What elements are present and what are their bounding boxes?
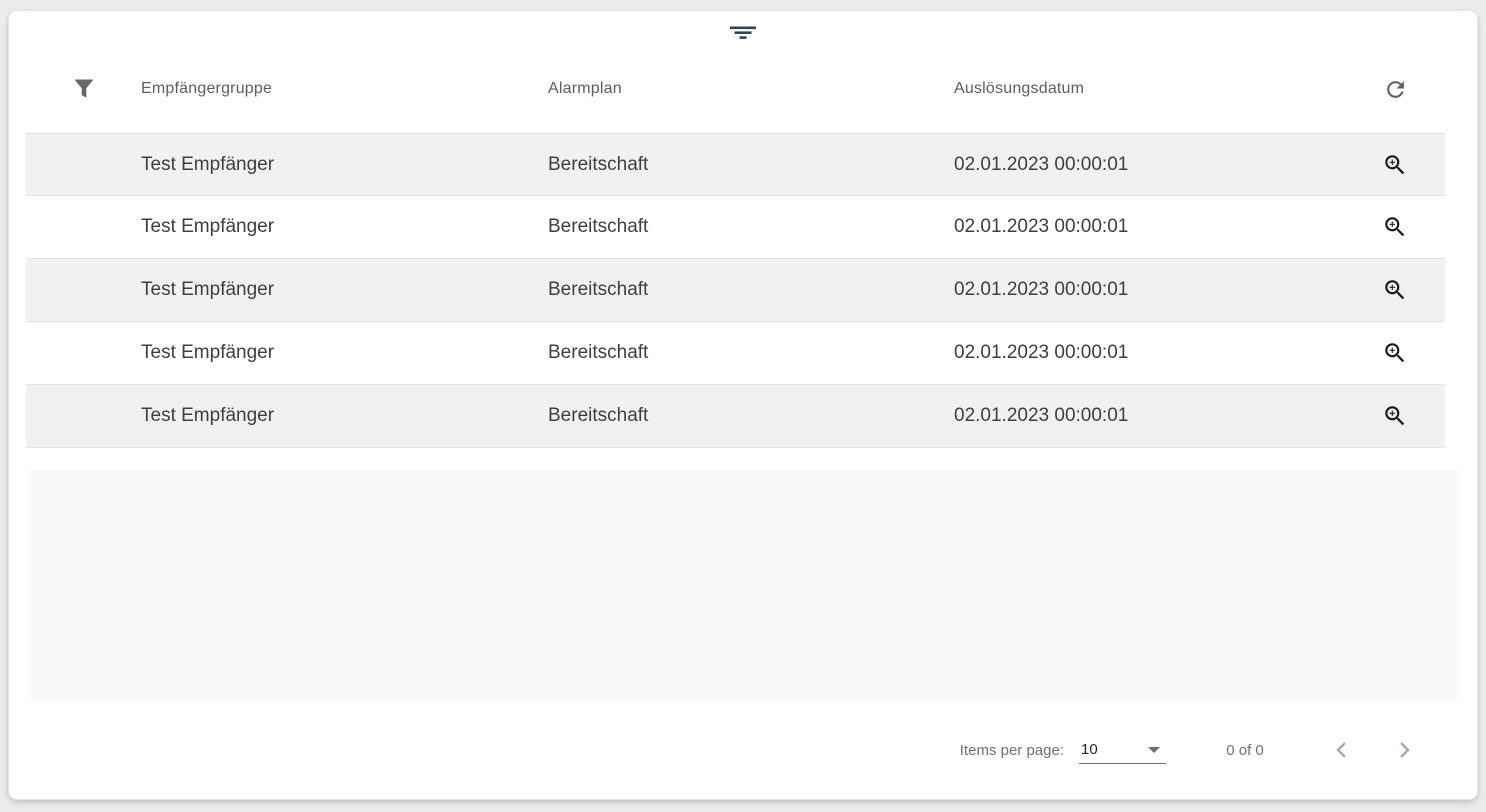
trigger-date-cell: 02.01.2023 00:00:01	[954, 153, 1129, 175]
paginator: Items per page: 10 0 of 0	[9, 701, 1477, 799]
caret-down-icon	[1148, 747, 1160, 753]
top-filter-toggle[interactable]	[9, 21, 1477, 45]
zoom-in-icon	[1385, 217, 1405, 237]
trigger-date-cell: 02.01.2023 00:00:01	[954, 342, 1129, 363]
next-page-button[interactable]	[1384, 730, 1424, 770]
zoom-in-icon	[1385, 154, 1405, 174]
zoom-in-icon	[1385, 343, 1405, 363]
page-size-value: 10	[1081, 741, 1098, 758]
alarm-plan-cell: Bereitschaft	[548, 216, 649, 237]
chevron-left-icon	[1336, 742, 1346, 758]
previous-page-button[interactable]	[1322, 730, 1362, 770]
alarm-history-card: Empfängergruppe Alarmplan Auslösungsdatu…	[8, 10, 1478, 800]
column-header-alarmplan: Alarmplan	[548, 80, 622, 97]
table-body: Test Empfänger Bereitschaft 02.01.2023 0…	[26, 133, 1445, 448]
zoom-in-button[interactable]	[1375, 396, 1415, 436]
range-label: 0 of 0	[1226, 741, 1264, 759]
recipient-group-cell: Test Empfänger	[141, 405, 275, 426]
column-header-ausloesungsdatum: Auslösungsdatum	[954, 80, 1085, 97]
alarm-plan-cell: Bereitschaft	[548, 405, 649, 426]
zoom-in-button[interactable]	[1375, 207, 1415, 247]
items-per-page-label: Items per page:	[959, 741, 1064, 759]
trigger-date-cell: 02.01.2023 00:00:01	[954, 279, 1129, 300]
table-row: Test Empfänger Bereitschaft 02.01.2023 0…	[26, 133, 1445, 196]
alarm-plan-cell: Bereitschaft	[548, 279, 649, 300]
table-row: Test Empfänger Bereitschaft 02.01.2023 0…	[26, 322, 1445, 385]
table-header-row: Empfängergruppe Alarmplan Auslösungsdatu…	[26, 45, 1445, 133]
recipient-group-cell: Test Empfänger	[141, 153, 275, 175]
filter-button[interactable]	[64, 69, 104, 109]
filter-funnel-icon	[74, 79, 93, 98]
trigger-date-cell: 02.01.2023 00:00:01	[954, 216, 1129, 237]
table-row: Test Empfänger Bereitschaft 02.01.2023 0…	[26, 385, 1445, 448]
zoom-in-icon	[1385, 280, 1405, 300]
recipient-group-cell: Test Empfänger	[141, 342, 275, 363]
refresh-button[interactable]	[1375, 69, 1415, 109]
page-size-select[interactable]: 10	[1079, 736, 1166, 764]
zoom-in-button[interactable]	[1375, 145, 1415, 185]
empty-detail-panel	[31, 470, 1457, 701]
chevron-right-icon	[1400, 742, 1410, 758]
recipient-group-cell: Test Empfänger	[141, 279, 275, 300]
recipient-group-cell: Test Empfänger	[141, 216, 275, 237]
table-row: Test Empfänger Bereitschaft 02.01.2023 0…	[26, 259, 1445, 322]
zoom-in-icon	[1385, 406, 1405, 426]
filter-list-icon	[730, 26, 756, 39]
alarm-plan-cell: Bereitschaft	[548, 153, 649, 175]
trigger-date-cell: 02.01.2023 00:00:01	[954, 405, 1129, 426]
zoom-in-button[interactable]	[1375, 333, 1415, 373]
refresh-icon	[1386, 80, 1404, 98]
column-header-empfaengergruppe: Empfängergruppe	[141, 80, 273, 97]
alarm-plan-cell: Bereitschaft	[548, 342, 649, 363]
table-row: Test Empfänger Bereitschaft 02.01.2023 0…	[26, 196, 1445, 259]
zoom-in-button[interactable]	[1375, 270, 1415, 310]
